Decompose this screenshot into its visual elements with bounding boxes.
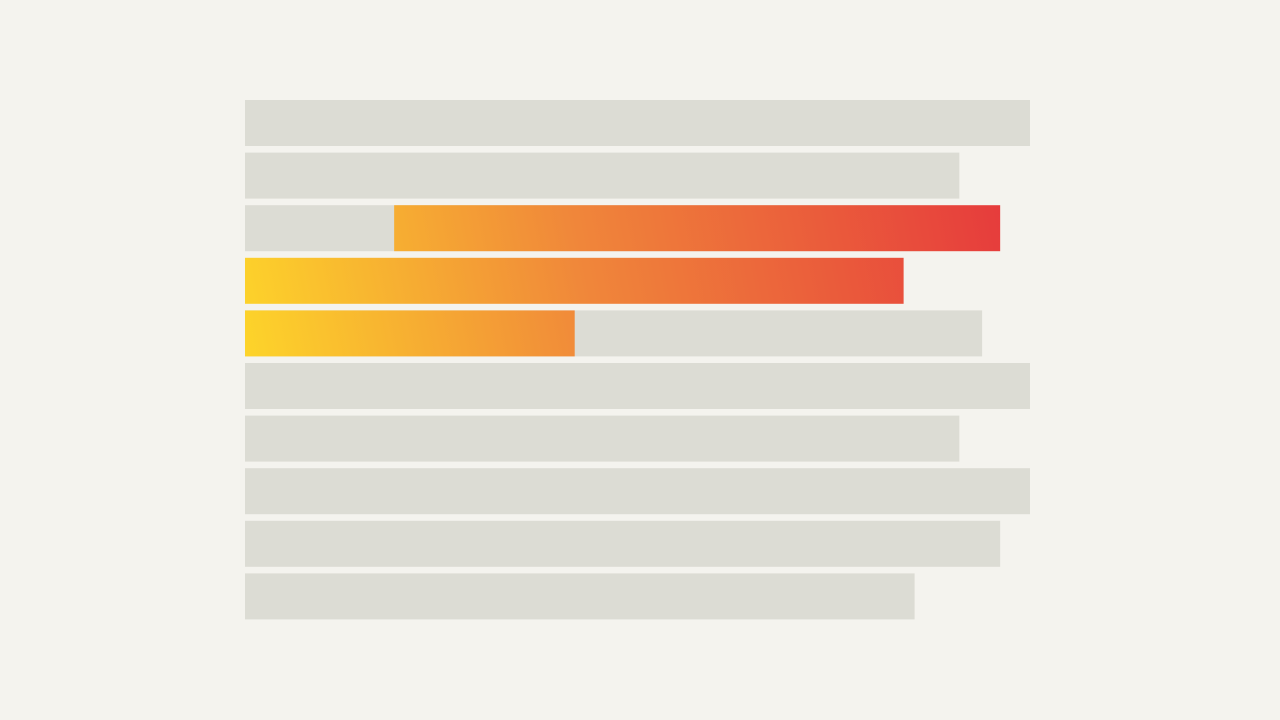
skeleton-row — [245, 363, 1030, 409]
skeleton-bar — [245, 152, 960, 199]
skeleton-row — [245, 100, 1030, 146]
skeleton-row — [245, 205, 1001, 252]
skeleton-row — [245, 520, 1001, 567]
skeleton-bar — [245, 520, 1001, 567]
highlight-bar — [394, 205, 1001, 252]
skeleton-row — [245, 310, 983, 357]
skeleton-row — [245, 152, 960, 199]
highlight-bar — [245, 310, 575, 357]
skeleton-bar — [245, 363, 1030, 409]
rows-layer — [245, 100, 1030, 620]
skeleton-row — [245, 415, 960, 462]
skeleton-row — [245, 257, 904, 304]
skeleton-row — [245, 468, 1030, 515]
highlight-bar — [245, 257, 904, 304]
skeleton-bar — [245, 573, 915, 620]
skeleton-row — [245, 573, 915, 620]
skeleton-bar — [245, 100, 1030, 146]
skeleton-bar — [245, 415, 960, 462]
skeleton-bar — [245, 468, 1030, 515]
